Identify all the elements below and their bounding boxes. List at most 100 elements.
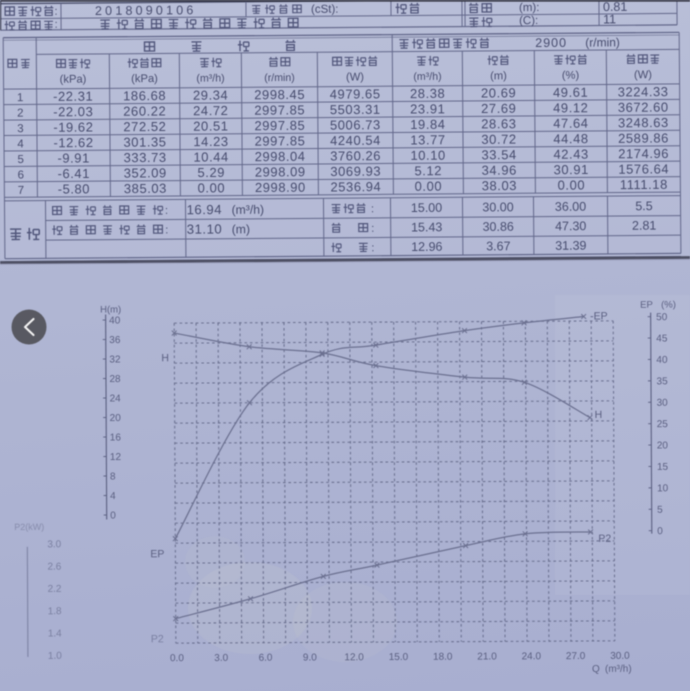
svg-text:1576.64: 1576.64	[618, 161, 669, 176]
svg-text:-9.91: -9.91	[57, 150, 90, 165]
svg-text:2174.96: 2174.96	[618, 146, 669, 161]
svg-text:11: 11	[603, 12, 616, 26]
svg-text:2589.86: 2589.86	[618, 130, 669, 145]
svg-text:H: H	[161, 352, 169, 364]
svg-text:47.64: 47.64	[553, 116, 588, 131]
svg-text:24: 24	[110, 393, 122, 404]
svg-text:(r/min): (r/min)	[264, 72, 295, 84]
svg-text:0.81: 0.81	[603, 0, 627, 14]
svg-text:(%): (%)	[661, 300, 676, 311]
svg-text:(%): (%)	[562, 70, 580, 82]
svg-text:30.86: 30.86	[482, 220, 513, 234]
svg-text::: :	[55, 19, 58, 31]
svg-text::: :	[371, 223, 374, 235]
svg-text:352.09: 352.09	[124, 165, 167, 180]
svg-text:2018090106: 2018090106	[95, 3, 197, 18]
svg-text:0.00: 0.00	[198, 180, 226, 195]
svg-text:31.10: 31.10	[187, 221, 223, 236]
svg-text:0.0: 0.0	[170, 653, 184, 664]
svg-text:(kPa): (kPa)	[60, 74, 87, 86]
svg-text:1.4: 1.4	[48, 628, 62, 639]
svg-text:(m): (m)	[490, 70, 507, 82]
svg-text:2998.09: 2998.09	[255, 164, 306, 179]
svg-text:5: 5	[17, 154, 24, 166]
svg-text:28: 28	[109, 374, 121, 385]
svg-text:-22.31: -22.31	[53, 89, 93, 104]
svg-text:24.72: 24.72	[193, 103, 228, 118]
svg-text:28.38: 28.38	[410, 86, 445, 101]
svg-text:27.69: 27.69	[481, 101, 516, 116]
svg-text:32: 32	[109, 354, 121, 365]
svg-text:0: 0	[657, 526, 663, 537]
svg-text:2.2: 2.2	[48, 584, 62, 595]
svg-text:5.5: 5.5	[635, 199, 653, 213]
svg-text:3069.93: 3069.93	[330, 164, 381, 179]
svg-text:(m³/h): (m³/h)	[413, 71, 441, 83]
svg-text:2997.85: 2997.85	[254, 118, 305, 133]
svg-text::: :	[165, 205, 168, 217]
svg-text:8: 8	[110, 471, 116, 482]
svg-text:40: 40	[656, 355, 668, 366]
svg-text:272.52: 272.52	[123, 119, 166, 134]
svg-text:5.29: 5.29	[197, 165, 225, 180]
svg-text:25: 25	[657, 419, 669, 430]
svg-text:16: 16	[110, 432, 122, 443]
svg-text:P2: P2	[598, 533, 611, 545]
svg-text:4979.65: 4979.65	[330, 86, 381, 101]
svg-text:15.00: 15.00	[411, 201, 442, 215]
svg-text::: :	[54, 6, 57, 18]
svg-text:EP: EP	[640, 300, 653, 311]
svg-text:260.22: 260.22	[123, 103, 166, 118]
svg-text:-22.03: -22.03	[53, 104, 93, 119]
svg-text:18.0: 18.0	[433, 652, 453, 663]
svg-text:42.43: 42.43	[553, 147, 588, 162]
svg-text:3.0: 3.0	[47, 539, 61, 550]
svg-text:(cSt):: (cSt):	[311, 4, 339, 16]
svg-text:5503.31: 5503.31	[330, 102, 381, 117]
svg-text:30: 30	[657, 398, 669, 409]
svg-text::: :	[165, 224, 168, 236]
svg-text:12: 12	[110, 452, 122, 463]
svg-text:4: 4	[110, 491, 116, 502]
svg-text:20.51: 20.51	[193, 118, 228, 133]
svg-text:30.00: 30.00	[482, 200, 513, 214]
svg-text:10.10: 10.10	[410, 148, 445, 163]
svg-text:0.00: 0.00	[558, 177, 586, 192]
svg-text:4: 4	[17, 138, 24, 150]
svg-text:49.61: 49.61	[553, 85, 588, 100]
svg-text:23.91: 23.91	[410, 101, 445, 116]
svg-text:5: 5	[657, 505, 663, 516]
svg-text:-19.62: -19.62	[53, 119, 93, 134]
svg-text:20: 20	[110, 413, 122, 424]
svg-text:1.8: 1.8	[48, 606, 62, 617]
svg-text:45: 45	[656, 333, 668, 344]
svg-text:2997.85: 2997.85	[255, 133, 306, 148]
svg-text:(m³/h): (m³/h)	[231, 203, 264, 217]
svg-text:(C):: (C):	[519, 15, 538, 27]
svg-text:-5.80: -5.80	[58, 181, 91, 196]
svg-text:2: 2	[17, 108, 24, 120]
svg-text:2997.85: 2997.85	[254, 102, 305, 117]
svg-text:30.0: 30.0	[610, 651, 630, 662]
svg-text:(kPa): (kPa)	[131, 73, 158, 85]
svg-text:-EP: -EP	[590, 310, 608, 322]
svg-text:1111.18: 1111.18	[620, 177, 668, 192]
svg-text:36: 36	[109, 335, 121, 346]
svg-text:24.0: 24.0	[522, 651, 542, 662]
svg-text:H(m): H(m)	[100, 304, 121, 315]
svg-text:3672.60: 3672.60	[618, 100, 669, 115]
svg-text:14.23: 14.23	[193, 134, 228, 149]
svg-text:27.0: 27.0	[566, 651, 586, 662]
svg-text:35: 35	[656, 376, 668, 387]
svg-text:31.39: 31.39	[555, 239, 586, 253]
svg-text::: :	[371, 242, 374, 254]
svg-text:10: 10	[657, 483, 669, 494]
svg-text:Q: Q	[592, 664, 600, 675]
svg-text:34.96: 34.96	[482, 163, 517, 178]
svg-text:21.0: 21.0	[477, 651, 497, 662]
svg-text:(W): (W)	[634, 69, 652, 81]
svg-text:29.34: 29.34	[193, 88, 228, 103]
svg-text:44.48: 44.48	[553, 131, 588, 146]
svg-text:6.0: 6.0	[259, 653, 273, 664]
svg-text:5006.73: 5006.73	[330, 117, 381, 132]
